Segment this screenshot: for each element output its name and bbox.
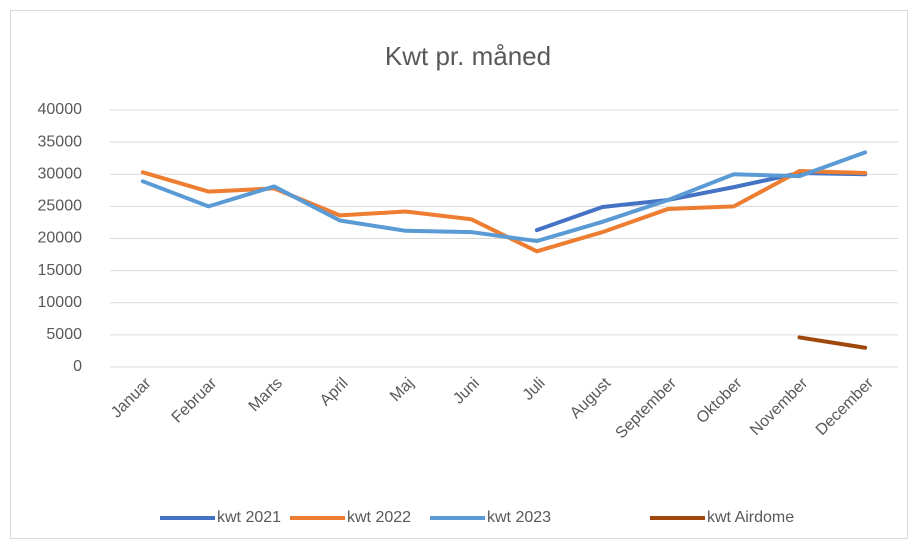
legend-label: kwt 2021: [217, 509, 281, 526]
y-tick-label: 40000: [38, 101, 83, 118]
chart-border: [10, 10, 908, 539]
y-tick-label: 30000: [38, 165, 83, 182]
legend-label: kwt 2023: [487, 509, 551, 526]
y-tick-label: 0: [73, 358, 82, 375]
y-tick-label: 35000: [38, 133, 83, 150]
y-tick-label: 10000: [38, 294, 83, 311]
series-line: [797, 335, 868, 350]
y-tick-label: 5000: [46, 326, 82, 343]
legend-label: kwt 2022: [347, 509, 411, 526]
y-tick-label: 20000: [38, 230, 83, 247]
y-tick-label: 25000: [38, 198, 83, 215]
chart-title: Kwt pr. måned: [385, 41, 551, 71]
series-line: [140, 150, 868, 244]
y-tick-label: 15000: [38, 262, 83, 279]
legend-label: kwt Airdome: [707, 509, 794, 526]
